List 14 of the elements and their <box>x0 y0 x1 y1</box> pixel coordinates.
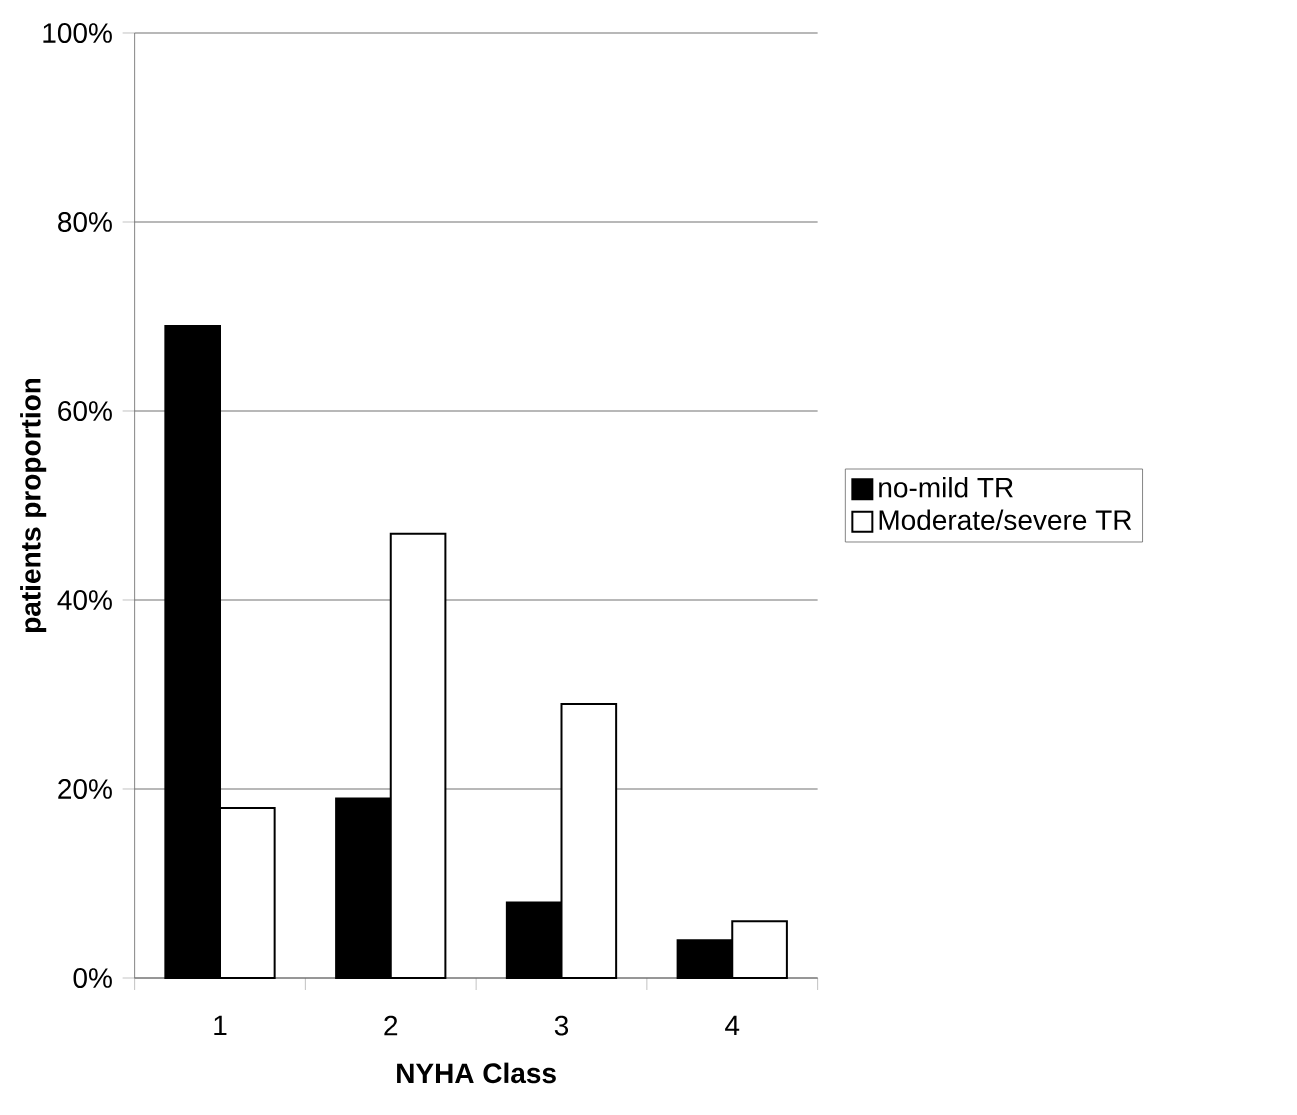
x-tick-label: 3 <box>554 1015 569 1036</box>
x-tick-label: 1 <box>214 1015 227 1035</box>
y-tick-label: 100% <box>43 23 112 43</box>
y-tick-label: 20% <box>58 779 112 799</box>
x-tick-label: 2 <box>384 1015 398 1036</box>
x-axis-title: NYHA Class <box>397 1062 556 1084</box>
y-tick-label: 40% <box>57 590 112 610</box>
x-tick-label: 4 <box>725 1015 740 1035</box>
y-tick-label: 80% <box>58 212 112 232</box>
legend-label: Moderate/severe TR <box>879 509 1132 531</box>
y-tick-label: 0% <box>73 968 112 988</box>
legend-label: no-mild TR <box>879 477 1013 498</box>
y-tick-label: 60% <box>58 401 112 421</box>
y-axis-title: patients proportion <box>20 378 47 632</box>
